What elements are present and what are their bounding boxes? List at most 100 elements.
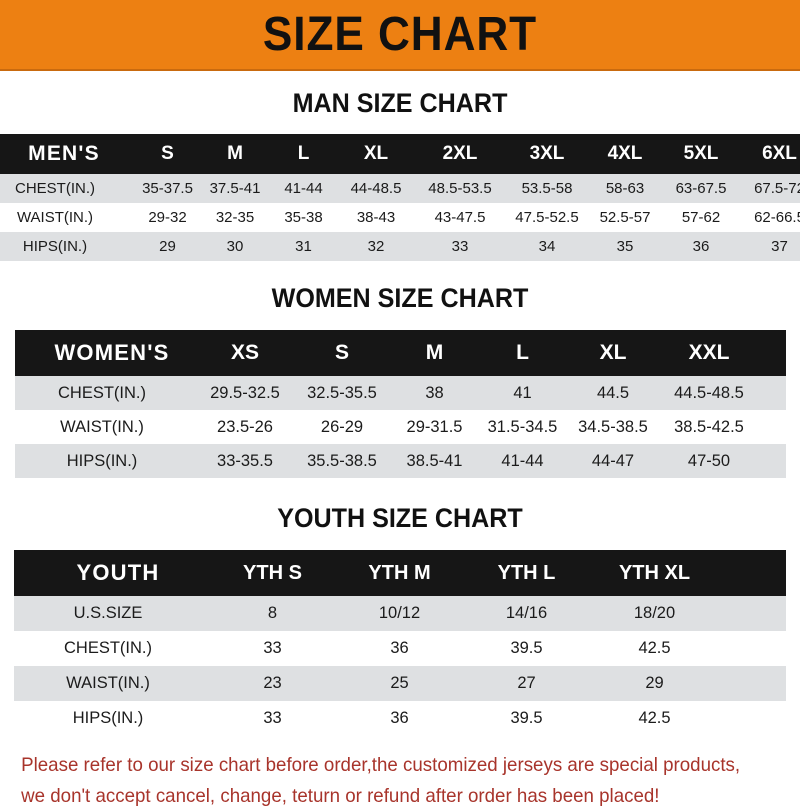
youth-cell-r4c2: 36 (390, 709, 409, 727)
man-cell-r3c5: 33 (451, 238, 469, 255)
women-cell-r3c7 (759, 444, 786, 478)
man-cell-r3c9: 37 (771, 238, 788, 255)
man-cell-r3c6: 34 (538, 238, 556, 255)
youth-cell-r4c1: 33 (263, 709, 282, 727)
man-size-col-5: 2XL (442, 143, 478, 164)
man-cell-r2c9: 62-66.5 (754, 209, 800, 226)
man-cell-r1c4: 44-48.5 (350, 180, 402, 197)
man-size-col-3: L (297, 143, 310, 164)
table-row: CHEST(IN.) 35-37.5 37.5-41 41-44 44-48.5… (0, 174, 800, 203)
youth-size-col-1: YTH S (243, 561, 302, 584)
youth-cell-r2c5 (719, 631, 786, 666)
women-section-title: WOMEN SIZE CHART (271, 283, 529, 313)
youth-cell-r2c4: 42.5 (638, 639, 671, 657)
man-row-label-3: HIPS(IN.) (22, 238, 88, 255)
women-size-col-5: XL (599, 341, 627, 364)
women-cell-r3c5: 44-47 (591, 451, 635, 470)
women-size-col-3: M (425, 341, 444, 364)
note-line-2: we don't accept cancel, change, teturn o… (21, 785, 660, 807)
man-cell-r2c8: 57-62 (681, 209, 721, 226)
women-cell-r2c7 (759, 410, 786, 444)
man-cell-r1c6: 53.5-58 (521, 180, 573, 197)
man-table-header-row: MEN'S S M L XL 2XL 3XL 4XL 5XL 6XL (0, 134, 800, 174)
women-row-label-2: WAIST(IN.) (60, 417, 144, 436)
man-size-col-6: 3XL (529, 143, 565, 164)
man-cell-r3c2: 30 (226, 238, 244, 255)
table-row: HIPS(IN.) 33-35.5 35.5-38.5 38.5-41 41-4… (14, 444, 786, 478)
man-cell-r2c4: 38-43 (356, 209, 396, 226)
man-cell-r2c7: 52.5-57 (599, 209, 651, 226)
women-cell-r2c3: 29-31.5 (406, 417, 463, 436)
youth-row-label-1: U.S.SIZE (73, 604, 143, 622)
spacer-youth (0, 533, 800, 550)
women-cell-r2c4: 31.5-34.5 (487, 417, 558, 436)
women-cell-r3c2: 35.5-38.5 (307, 451, 377, 470)
youth-header-label: YOUTH (76, 560, 160, 585)
women-cell-r2c5: 34.5-38.5 (578, 417, 648, 436)
youth-cell-r2c3: 39.5 (510, 639, 543, 657)
man-size-col-4: XL (363, 143, 389, 164)
women-cell-r1c3: 38 (425, 383, 444, 402)
man-cell-r3c7: 35 (616, 238, 634, 255)
banner: SIZE CHART (0, 0, 800, 71)
women-row-label-3: HIPS(IN.) (66, 451, 138, 470)
man-cell-r1c2: 37.5-41 (209, 180, 261, 197)
women-size-col-6: XXL (688, 341, 730, 364)
man-cell-r3c1: 29 (159, 238, 176, 255)
youth-cell-r1c1: 8 (267, 604, 278, 622)
women-cell-r3c6: 47-50 (687, 451, 731, 470)
man-size-table: MEN'S S M L XL 2XL 3XL 4XL 5XL 6XL CHEST… (0, 134, 800, 261)
man-cell-r1c8: 63-67.5 (675, 180, 727, 197)
youth-table-header-row: YOUTH YTH S YTH M YTH L YTH XL (14, 550, 786, 596)
women-cell-r2c2: 26-29 (320, 417, 364, 436)
youth-size-table: YOUTH YTH S YTH M YTH L YTH XL U.S.SIZE … (14, 550, 786, 736)
youth-cell-r4c4: 42.5 (638, 709, 671, 727)
page-title: SIZE CHART (262, 7, 538, 61)
women-cell-r1c2: 32.5-35.5 (307, 383, 377, 402)
spacer-man (0, 118, 800, 134)
women-size-col-7 (759, 330, 786, 376)
women-size-table: WOMEN'S XS S M L XL XXL CHEST(IN.) 29.5-… (14, 330, 786, 478)
women-cell-r2c6: 38.5-42.5 (674, 417, 744, 436)
spacer-women (0, 313, 800, 330)
youth-cell-r3c2: 25 (390, 674, 409, 692)
man-cell-r2c3: 35-38 (284, 209, 323, 226)
women-header-label: WOMEN'S (54, 340, 170, 365)
youth-size-col-5 (719, 550, 786, 596)
women-table-header-row: WOMEN'S XS S M L XL XXL (14, 330, 786, 376)
table-row: U.S.SIZE 8 10/12 14/16 18/20 (14, 596, 786, 631)
man-cell-r2c6: 47.5-52.5 (515, 209, 579, 226)
man-cell-r1c3: 41-44 (284, 180, 323, 197)
man-cell-r3c3: 31 (295, 238, 312, 255)
women-cell-r1c6: 44.5-48.5 (674, 383, 744, 402)
man-cell-r3c8: 36 (692, 238, 710, 255)
man-table-wrap: MEN'S S M L XL 2XL 3XL 4XL 5XL 6XL CHEST… (0, 134, 800, 261)
women-table-wrap: WOMEN'S XS S M L XL XXL CHEST(IN.) 29.5-… (0, 330, 800, 478)
women-cell-r3c1: 33-35.5 (217, 451, 273, 470)
youth-cell-r1c5 (719, 596, 786, 631)
youth-size-col-2: YTH M (368, 561, 431, 584)
man-size-col-1: S (161, 143, 174, 164)
youth-cell-r2c1: 33 (263, 639, 282, 657)
women-cell-r1c7 (759, 376, 786, 410)
youth-cell-r3c3: 27 (517, 674, 536, 692)
women-cell-r1c5: 44.5 (596, 383, 630, 402)
man-row-label-1: CHEST(IN.) (15, 180, 95, 197)
women-size-col-4: L (516, 341, 529, 364)
youth-cell-r4c5 (719, 701, 786, 736)
man-cell-r1c7: 58-63 (605, 180, 645, 197)
man-size-col-7: 4XL (607, 143, 643, 164)
man-row-label-2: WAIST(IN.) (16, 209, 94, 226)
women-cell-r3c3: 38.5-41 (406, 451, 463, 470)
women-cell-r3c4: 41-44 (501, 451, 544, 470)
youth-section-title: YOUTH SIZE CHART (277, 503, 523, 533)
youth-cell-r3c5 (719, 666, 786, 701)
youth-row-label-4: HIPS(IN.) (72, 709, 144, 727)
youth-table-wrap: YOUTH YTH S YTH M YTH L YTH XL U.S.SIZE … (0, 550, 800, 736)
man-cell-r2c2: 32-35 (215, 209, 255, 226)
women-cell-r2c1: 23.5-26 (217, 417, 273, 436)
table-row: WAIST(IN.) 23 25 27 29 (14, 666, 786, 701)
youth-row-label-3: WAIST(IN.) (66, 674, 150, 692)
youth-cell-r3c1: 23 (263, 674, 282, 692)
